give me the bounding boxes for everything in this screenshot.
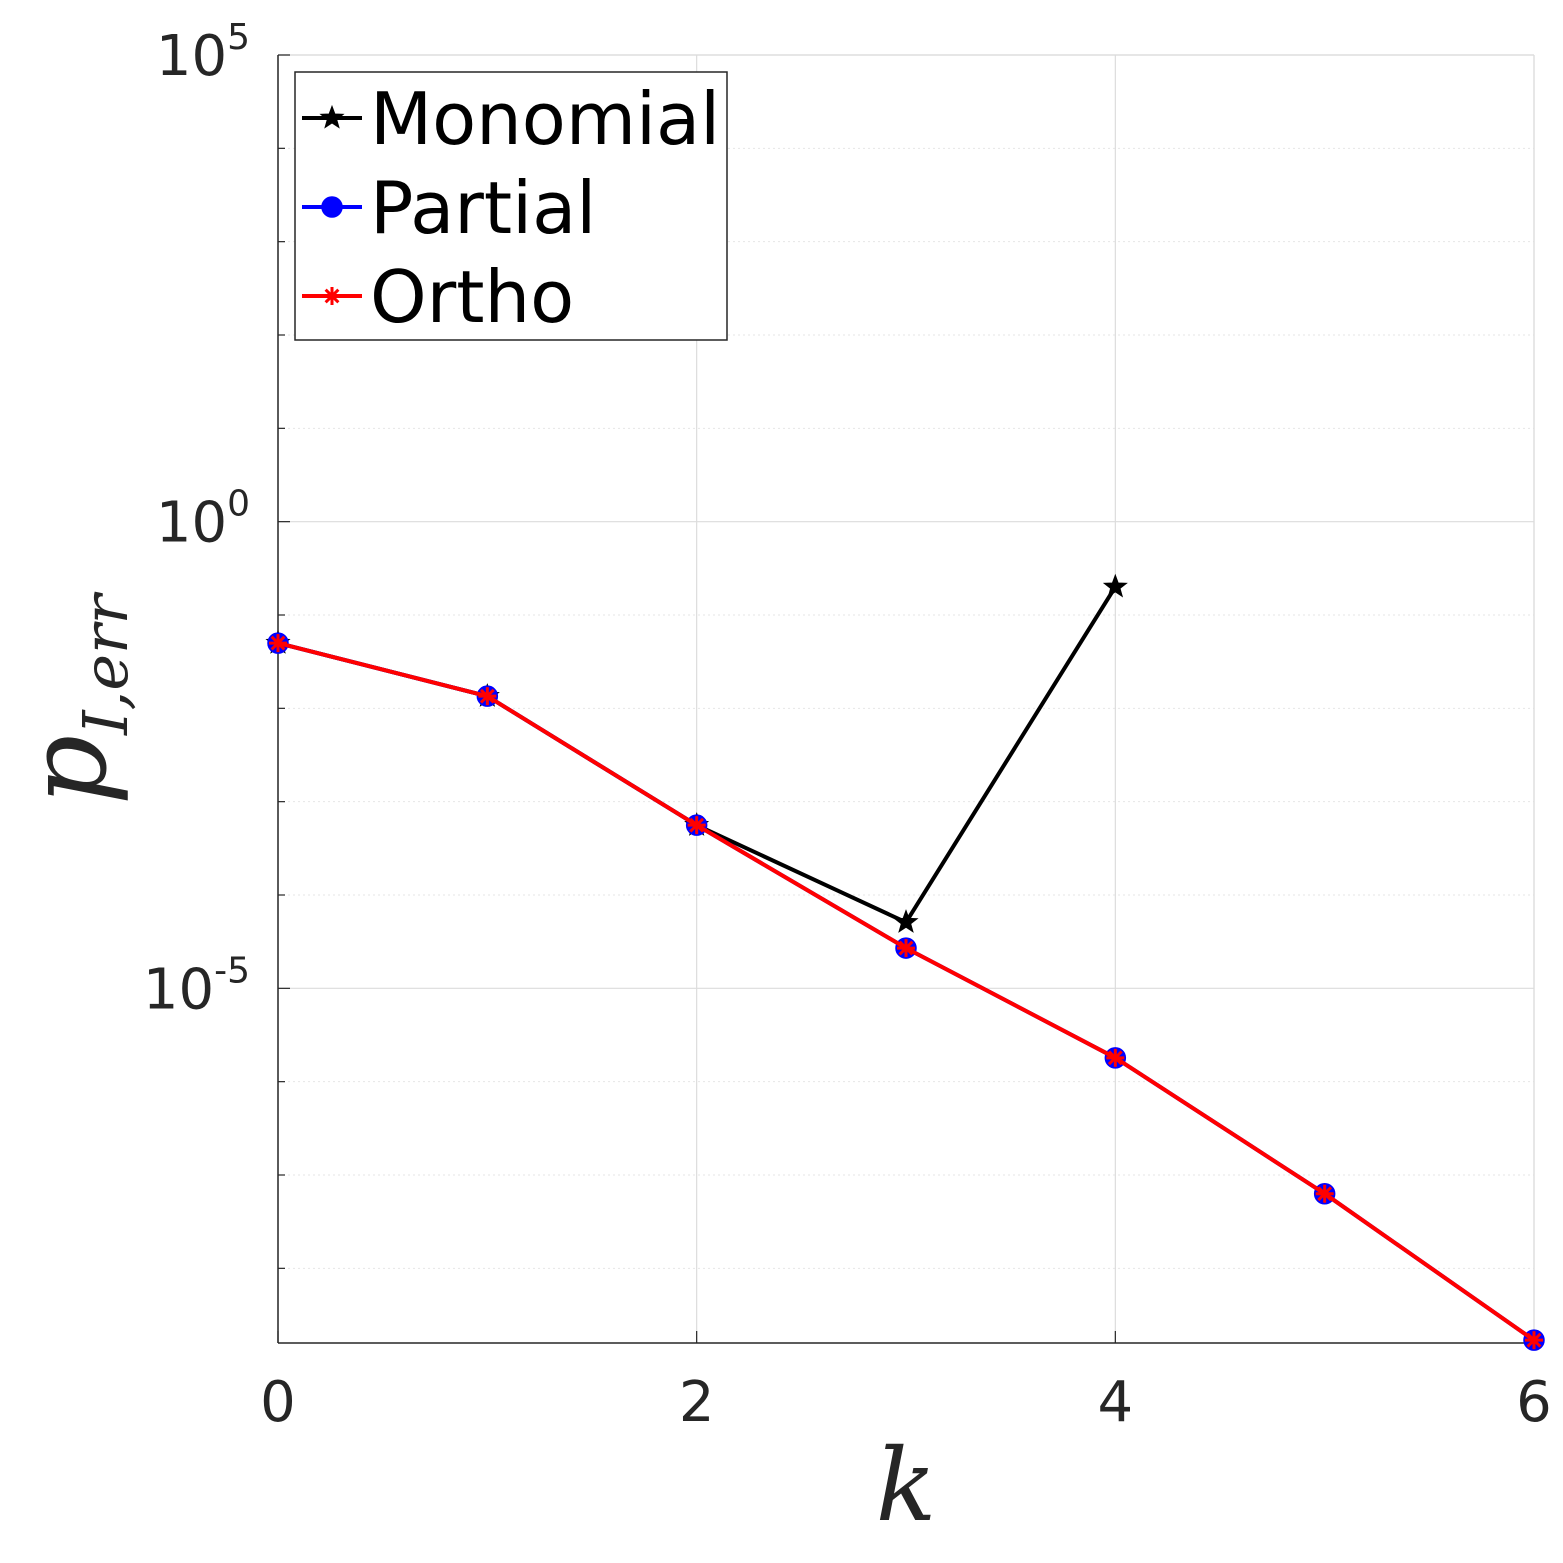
data-point	[1525, 1331, 1543, 1350]
asterisk-stroke	[479, 688, 495, 704]
tick-labels: 0 2 4 6 105 100 10-5	[143, 17, 1552, 1435]
data-point	[687, 816, 706, 835]
data-point	[269, 634, 287, 653]
asterisk-stroke	[1526, 1332, 1542, 1348]
data-point	[1106, 1048, 1125, 1067]
legend-entry-ortho: Ortho	[302, 255, 574, 339]
y-tick-label: 10-5	[143, 950, 250, 1022]
asterisk-stroke	[898, 940, 914, 956]
asterisk-stroke	[270, 635, 286, 651]
legend-entry-monomial: Monomial	[302, 77, 720, 161]
data-point	[1102, 573, 1128, 598]
legend-label: Ortho	[370, 255, 574, 339]
legend-swatch-marker	[319, 104, 345, 129]
legend-swatch-marker	[323, 287, 341, 305]
data-point	[893, 909, 919, 933]
y-tick-label: 105	[156, 17, 250, 89]
legend-label: Partial	[370, 166, 596, 250]
series-ortho	[269, 634, 1543, 1350]
legend-box	[294, 71, 728, 341]
x-tick-label: 2	[679, 1370, 715, 1435]
x-tick-label: 4	[1098, 1370, 1134, 1435]
x-tick-label: 0	[260, 1370, 296, 1435]
asterisk-stroke	[1317, 1186, 1333, 1202]
data-point	[1315, 1184, 1334, 1203]
axis-labels: k pI,err	[3, 591, 936, 1544]
data-point	[897, 939, 915, 958]
y-axis-label: pI,err	[3, 591, 142, 805]
asterisk-stroke	[1107, 1050, 1123, 1066]
asterisk-stroke	[324, 288, 340, 304]
y-tick-label: 100	[156, 484, 250, 556]
x-axis-label: k	[876, 1427, 937, 1544]
x-tick-label: 6	[1516, 1370, 1552, 1435]
data-point	[478, 687, 497, 706]
series-group	[265, 573, 1545, 1351]
asterisk-stroke	[689, 817, 705, 833]
legend-swatch-marker	[321, 196, 343, 218]
legend-entry-partial: Partial	[302, 166, 596, 250]
legend-label: Monomial	[370, 77, 720, 161]
axes	[277, 54, 1535, 1344]
